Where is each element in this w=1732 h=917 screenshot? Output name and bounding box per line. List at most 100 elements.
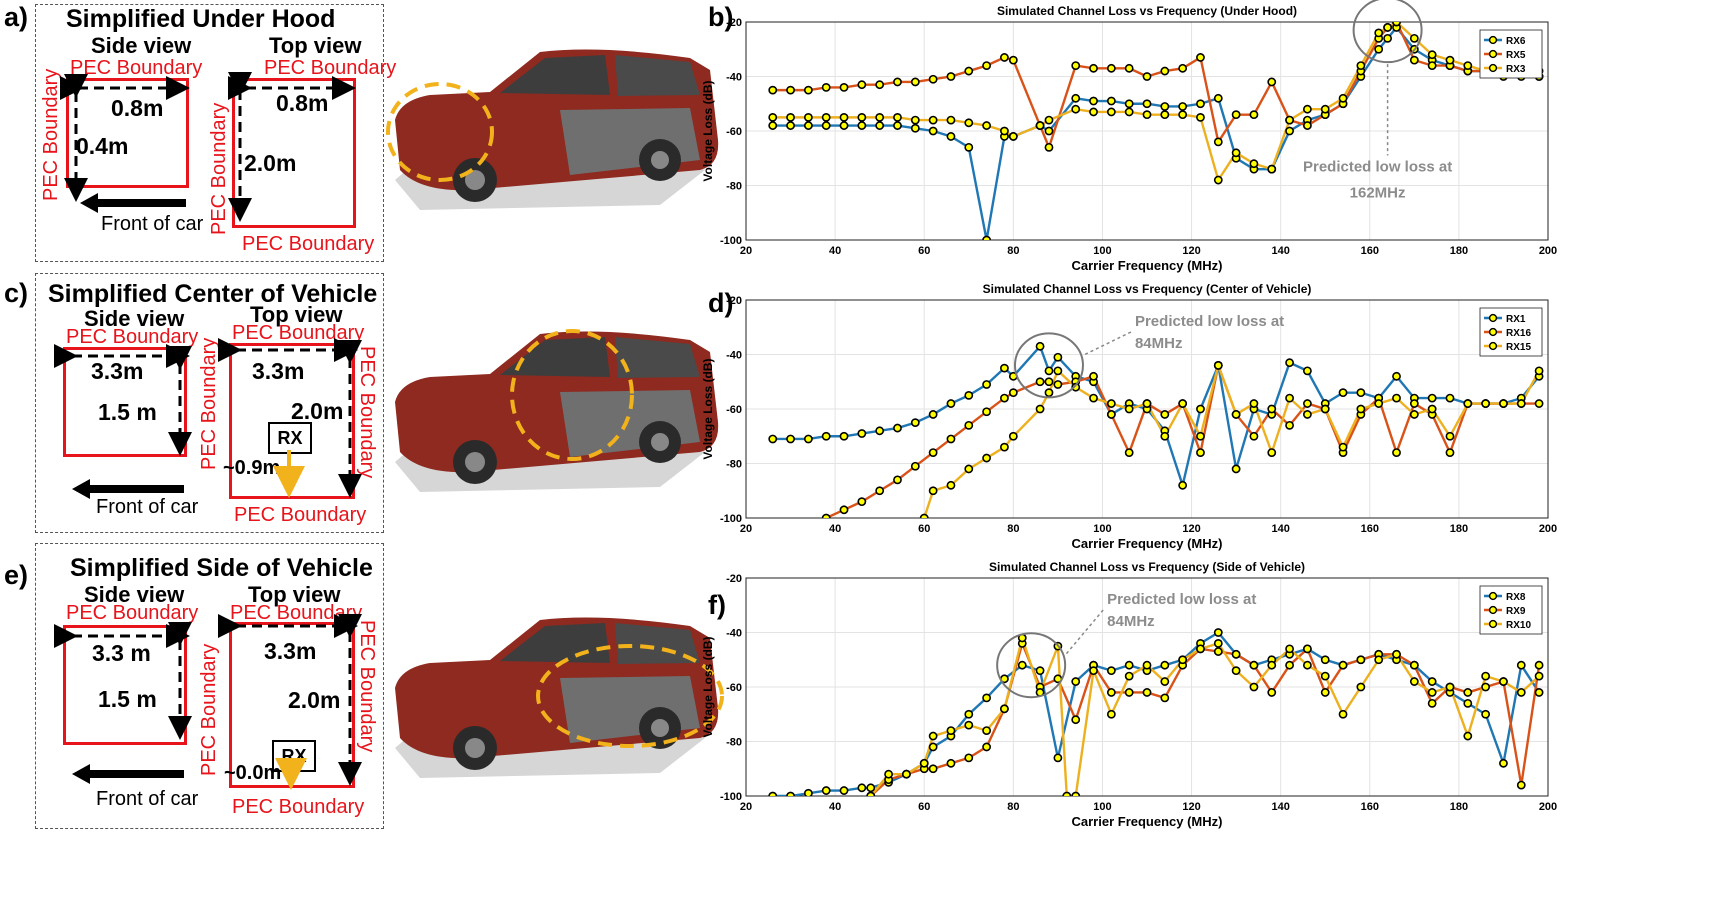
car-window [615,55,700,96]
data-point-RX3 [928,115,938,125]
annotation-circle [1352,0,1423,64]
top-depth: 2.0m [291,398,344,424]
top-pec-bottom: PEC Boundary [234,504,367,526]
data-point-RX5 [1249,110,1259,120]
data-point-RX6 [1089,96,1098,106]
x-tick-label: 120 [1182,245,1200,257]
legend-marker [1488,63,1498,73]
label-a: a) [4,2,29,32]
data-point-RX10 [1481,671,1491,681]
top-width: 3.3m [252,358,305,384]
data-point-RX9 [1071,715,1081,725]
data-point-RX15 [946,480,956,490]
data-point-RX15 [919,513,929,518]
data-point-RX10 [1089,666,1098,676]
data-point-RX5 [1124,63,1134,73]
x-tick-label: 100 [1093,801,1111,813]
data-point-RX1 [1445,393,1455,403]
data-point-RX9 [1267,688,1277,697]
car-wheel [465,738,485,758]
y-tick-label: -60 [726,404,742,416]
car-window [500,337,610,377]
diagram-title: Simplified Under Hood [66,5,336,33]
data-point-RX5 [982,61,991,70]
data-point-RX3 [1231,148,1241,158]
data-point-RX15 [1463,399,1473,408]
car-shadow [395,150,705,210]
data-point-RX16 [1008,388,1018,398]
data-point-RX3 [875,112,885,122]
data-point-RX16 [1445,448,1455,457]
chart-side-vehicle: Simulated Channel Loss vs Frequency (Sid… [701,560,1557,829]
x-tick-label: 60 [918,523,930,535]
data-point-RX10 [1231,666,1241,676]
car-wheel [453,440,497,484]
data-point-RX8 [928,742,938,752]
data-point-RX15 [1427,404,1437,414]
data-point-RX3 [1106,107,1116,117]
data-point-RX3 [1267,164,1277,174]
data-point-RX9 [1160,693,1170,703]
data-point-RX9 [1481,682,1491,692]
side-height: 0.4m [76,133,129,159]
legend-marker [1488,327,1498,337]
car-wheel [453,158,497,202]
top-pec-bottom: PEC Boundary [242,233,375,255]
side-width: 0.8m [111,95,164,121]
data-point-RX8 [866,783,876,793]
data-point-RX10 [1320,671,1330,681]
chart-title: Simulated Channel Loss vs Frequency (Und… [997,4,1297,18]
data-point-RX3 [1160,110,1170,120]
legend-label: RX1 [1506,314,1526,325]
data-point-RX3 [768,112,778,122]
car-body [395,617,719,759]
car-shadow [395,432,705,492]
data-point-RX5 [1231,110,1241,120]
data-point-RX15 [1089,393,1098,403]
data-point-RX9 [1427,698,1437,708]
data-point-RX9 [1409,660,1419,670]
data-point-RX3 [1463,61,1473,70]
data-point-RX5 [821,83,831,92]
data-point-RX9 [1285,660,1294,670]
data-point-RX9 [1124,688,1134,697]
x-axis-label: Carrier Frequency (MHz) [1072,536,1223,551]
data-point-RX9 [1213,647,1223,656]
data-point-RX1 [946,399,956,408]
data-point-RX10 [964,720,974,730]
diagram-title: Simplified Side of Vehicle [70,554,373,582]
data-point-RX6 [964,142,974,152]
data-point-RX16 [1089,371,1098,381]
data-point-RX3 [1249,159,1259,169]
legend-marker [1488,35,1498,45]
y-tick-label: -100 [720,791,742,803]
side-width: 3.3 m [92,640,151,666]
top-width: 3.3m [264,638,317,664]
data-point-RX16 [928,448,938,457]
y-axis-label: Voltage Loss (dB) [701,636,715,737]
data-point-RX16 [857,497,867,507]
data-point-RX9 [1231,649,1241,659]
annotation-text: 84MHz [1135,335,1183,352]
top-pec-left: PEC Boundary [198,643,220,776]
data-point-RX15 [1534,366,1544,376]
data-point-RX5 [1427,61,1437,70]
data-point-RX1 [1053,352,1063,362]
data-point-RX8 [1213,628,1223,637]
data-point-RX3 [1338,93,1348,103]
data-point-RX15 [1374,399,1384,408]
front-of-car-label: Front of car [96,788,199,810]
data-point-RX3 [910,115,920,125]
data-point-RX6 [893,121,902,130]
data-point-RX10 [1409,677,1419,686]
data-point-RX6 [839,121,849,130]
data-point-RX3 [1409,33,1419,43]
car-image [395,617,724,778]
chart-title: Simulated Channel Loss vs Frequency (Sid… [989,560,1305,574]
legend-marker [1488,605,1498,615]
data-point-RX6 [768,121,778,130]
data-point-RX6 [1160,102,1170,111]
data-point-RX9 [1303,644,1312,654]
data-point-RX8 [1481,709,1491,719]
chart-title: Simulated Channel Loss vs Frequency (Cen… [983,282,1312,296]
